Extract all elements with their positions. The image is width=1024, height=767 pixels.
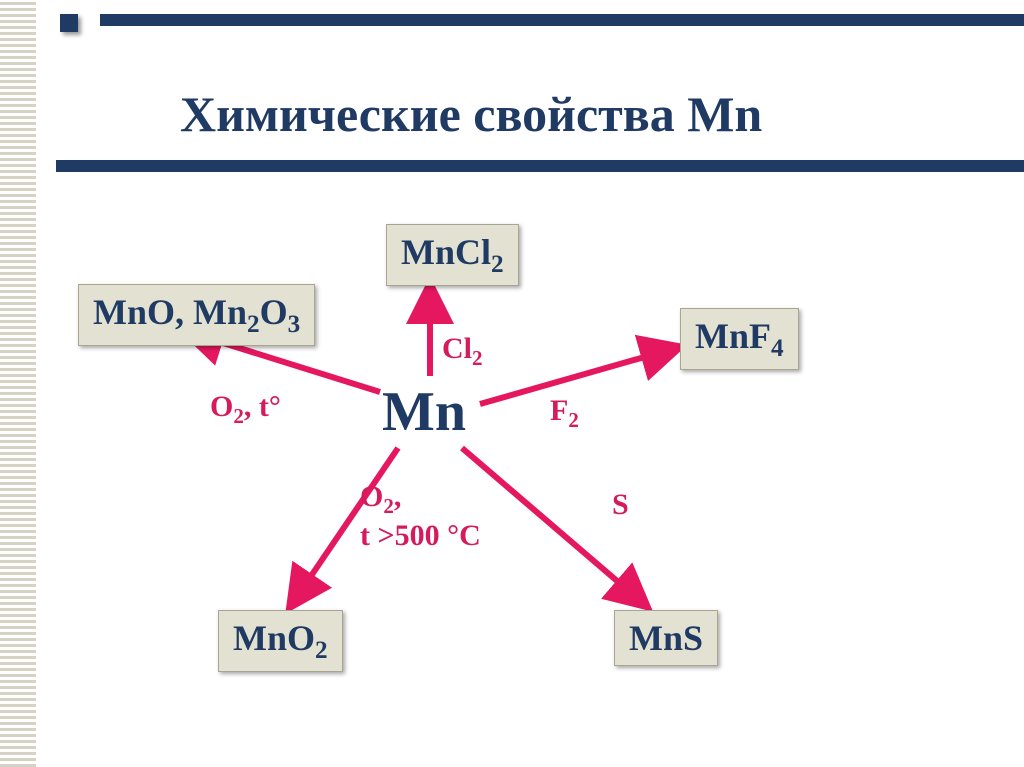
product-box-mno2: MnO2: [218, 610, 343, 672]
center-element-mn: Mn: [382, 380, 466, 444]
page-title: Химические свойства Mn: [180, 85, 762, 143]
reagent-label-o2_t: O2, t°: [210, 390, 281, 429]
product-box-mno_mn2o3: MnO, Mn2O3: [78, 284, 315, 346]
arrow-to_mns: [462, 448, 644, 604]
title-underline-bar: [56, 160, 1024, 172]
product-box-mns: MnS: [614, 610, 718, 666]
product-box-mnf4: MnF4: [680, 308, 799, 370]
top-bar: [100, 14, 1024, 26]
reagent-label-s: S: [612, 488, 629, 522]
title-bullet: [60, 14, 78, 32]
reagent-label-o2_500: O2,t >500 °C: [360, 480, 481, 553]
left-hatch-strip: [0, 0, 36, 767]
reagent-label-cl2: Cl2: [442, 332, 483, 371]
product-box-mncl2: MnCl2: [386, 224, 519, 286]
reagent-label-f2: F2: [550, 394, 579, 433]
